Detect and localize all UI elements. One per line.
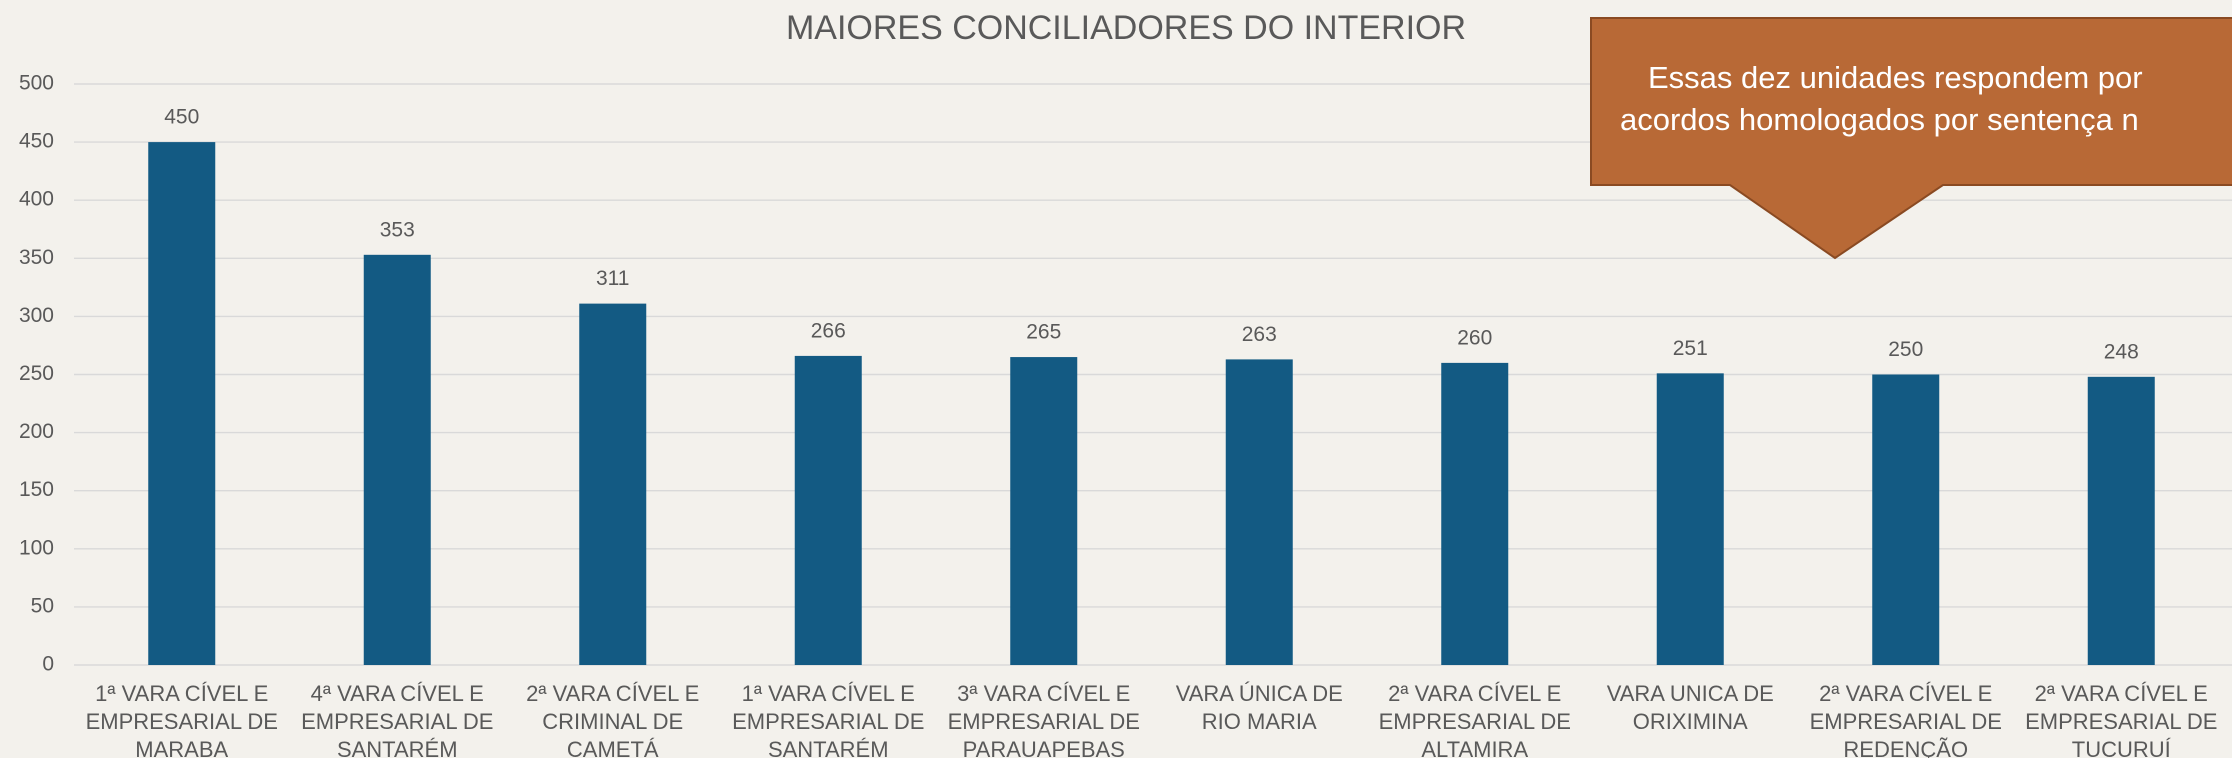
bar bbox=[148, 142, 216, 666]
data-label: 265 bbox=[1026, 321, 1061, 344]
data-label: 248 bbox=[2104, 340, 2139, 363]
x-tick-label: RIO MARIA bbox=[1202, 709, 1317, 734]
y-tick-label: 300 bbox=[19, 304, 54, 327]
x-tick-label: EMPRESARIAL DE bbox=[301, 709, 493, 734]
x-tick-label: 2ª VARA CÍVEL E bbox=[1388, 681, 1561, 706]
y-tick-label: 450 bbox=[19, 130, 54, 153]
bar bbox=[1656, 373, 1724, 665]
x-tick-label: 1ª VARA CÍVEL E bbox=[95, 681, 268, 706]
x-tick-label: VARA UNICA DE bbox=[1607, 681, 1774, 706]
x-tick-label: EMPRESARIAL DE bbox=[1379, 709, 1571, 734]
y-tick-label: 0 bbox=[42, 653, 54, 676]
x-tick-label: SANTARÉM bbox=[768, 737, 889, 758]
y-tick-label: 200 bbox=[19, 420, 54, 443]
y-tick-label: 500 bbox=[19, 72, 54, 95]
x-tick-label: 4ª VARA CÍVEL E bbox=[311, 681, 484, 706]
x-tick-label: PARAUAPEBAS bbox=[963, 737, 1125, 758]
bar bbox=[794, 355, 862, 665]
callout-text: acordos homologados por sentença n bbox=[1620, 102, 2139, 137]
bar bbox=[579, 303, 647, 665]
y-tick-label: 50 bbox=[31, 594, 54, 617]
data-label: 353 bbox=[380, 218, 415, 241]
bar bbox=[1441, 362, 1509, 665]
bar bbox=[1010, 357, 1078, 665]
x-tick-label: VARA ÚNICA DE bbox=[1176, 681, 1343, 706]
data-label: 263 bbox=[1242, 323, 1277, 346]
x-tick-label: EMPRESARIAL DE bbox=[86, 709, 278, 734]
x-tick-label: CAMETÁ bbox=[567, 737, 659, 758]
x-tick-label: 1ª VARA CÍVEL E bbox=[742, 681, 915, 706]
data-label: 250 bbox=[1888, 338, 1923, 361]
x-tick-label: ORIXIMINA bbox=[1633, 709, 1748, 734]
x-tick-label: SANTARÉM bbox=[337, 737, 458, 758]
x-tick-label: CRIMINAL DE bbox=[542, 709, 683, 734]
x-tick-label: EMPRESARIAL DE bbox=[948, 709, 1140, 734]
x-tick-label: REDENÇÃO bbox=[1843, 737, 1968, 758]
x-tick-label: EMPRESARIAL DE bbox=[732, 709, 924, 734]
data-label: 251 bbox=[1673, 337, 1708, 360]
y-tick-label: 100 bbox=[19, 536, 54, 559]
y-tick-label: 400 bbox=[19, 188, 54, 211]
x-tick-label: 3ª VARA CÍVEL E bbox=[957, 681, 1130, 706]
x-tick-label: MARABA bbox=[135, 737, 228, 758]
chart-title: MAIORES CONCILIADORES DO INTERIOR bbox=[786, 9, 1466, 47]
x-tick-label: TUCURUÍ bbox=[2072, 737, 2172, 758]
x-tick-label: EMPRESARIAL DE bbox=[2025, 709, 2217, 734]
data-label: 260 bbox=[1457, 326, 1492, 349]
y-tick-label: 250 bbox=[19, 362, 54, 385]
x-tick-label: 2ª VARA CÍVEL E bbox=[1819, 681, 1992, 706]
x-tick-label: ALTAMIRA bbox=[1421, 737, 1528, 758]
x-tick-label: 2ª VARA CÍVEL E bbox=[526, 681, 699, 706]
x-tick-label: EMPRESARIAL DE bbox=[1810, 709, 2002, 734]
y-tick-label: 150 bbox=[19, 478, 54, 501]
data-label: 450 bbox=[164, 106, 199, 129]
x-tick-label: 2ª VARA CÍVEL E bbox=[2035, 681, 2208, 706]
callout-text: Essas dez unidades respondem por bbox=[1648, 60, 2143, 95]
data-label: 266 bbox=[811, 319, 846, 342]
bar bbox=[363, 254, 431, 665]
bar bbox=[1872, 374, 1940, 665]
callout bbox=[1590, 17, 2232, 260]
bar bbox=[2087, 376, 2155, 665]
bar bbox=[1225, 359, 1293, 665]
data-label: 311 bbox=[596, 267, 629, 290]
y-tick-label: 350 bbox=[19, 246, 54, 269]
